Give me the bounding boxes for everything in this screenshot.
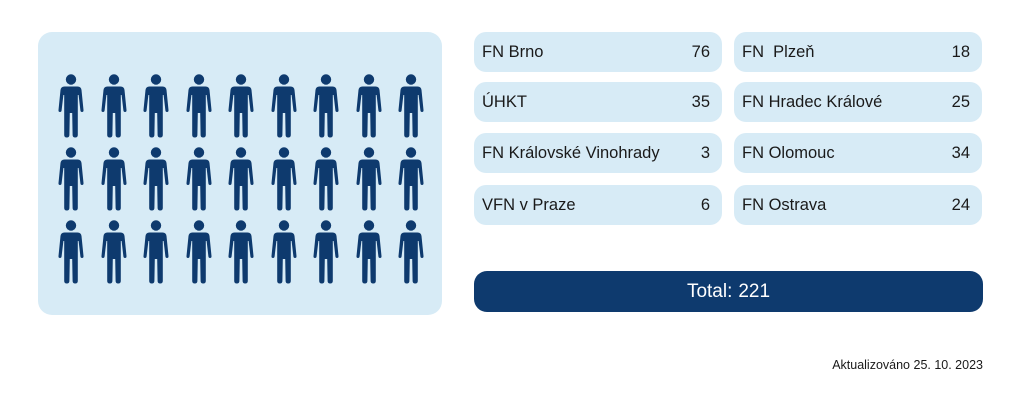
hospital-value: 6 bbox=[700, 195, 710, 214]
hospital-card-fn-plzen: FN Plzeň 18 bbox=[734, 32, 982, 72]
hospital-value: 18 bbox=[951, 42, 970, 61]
person-icon bbox=[396, 74, 426, 138]
total-value: 221 bbox=[738, 280, 771, 302]
hospital-value: 3 bbox=[700, 143, 710, 162]
person-icon bbox=[141, 147, 171, 211]
hospital-name: FN Hradec Králové bbox=[742, 92, 883, 111]
updated-date: Aktualizováno 25. 10. 2023 bbox=[832, 358, 983, 372]
person-icon bbox=[184, 147, 214, 211]
hospital-name: FN Královské Vinohrady bbox=[482, 143, 660, 162]
person-icon bbox=[354, 220, 384, 284]
hospital-card-uhkt: ÚHKT 35 bbox=[474, 82, 722, 122]
hospital-card-fn-brno: FN Brno 76 bbox=[474, 32, 722, 72]
total-bar: Total: 221 bbox=[474, 271, 983, 312]
person-icon bbox=[226, 74, 256, 138]
hospital-value: 35 bbox=[691, 92, 710, 111]
hospital-card-fn-hradec-kralove: FN Hradec Králové 25 bbox=[734, 82, 982, 122]
person-icon bbox=[354, 147, 384, 211]
person-icon bbox=[99, 220, 129, 284]
person-icon bbox=[269, 74, 299, 138]
hospital-name: FN Brno bbox=[482, 42, 544, 61]
person-icon bbox=[396, 220, 426, 284]
person-icon bbox=[311, 74, 341, 138]
hospital-value: 34 bbox=[951, 143, 970, 162]
person-icon bbox=[226, 147, 256, 211]
person-icon bbox=[311, 147, 341, 211]
person-icon bbox=[141, 220, 171, 284]
people-panel bbox=[38, 32, 442, 315]
hospital-card-fn-olomouc: FN Olomouc 34 bbox=[734, 133, 982, 173]
hospital-card-vfn-v-praze: VFN v Praze 6 bbox=[474, 185, 722, 225]
person-icon bbox=[184, 74, 214, 138]
total-label: Total: bbox=[686, 280, 733, 302]
person-icon bbox=[311, 220, 341, 284]
person-icon bbox=[269, 147, 299, 211]
person-icon bbox=[354, 74, 384, 138]
hospital-value: 24 bbox=[951, 195, 970, 214]
person-icon bbox=[226, 220, 256, 284]
hospital-name: FN Olomouc bbox=[742, 143, 835, 162]
hospital-name: FN Ostrava bbox=[742, 195, 827, 214]
person-icon bbox=[99, 74, 129, 138]
hospital-value: 76 bbox=[691, 42, 710, 61]
person-icon bbox=[99, 147, 129, 211]
person-icon bbox=[269, 220, 299, 284]
person-icon bbox=[56, 74, 86, 138]
person-icon bbox=[184, 220, 214, 284]
person-icon bbox=[56, 147, 86, 211]
hospital-name: VFN v Praze bbox=[482, 195, 576, 214]
person-icon bbox=[141, 74, 171, 138]
hospital-card-fn-kralovske-vinohrady: FN Královské Vinohrady 3 bbox=[474, 133, 722, 173]
hospital-value: 25 bbox=[951, 92, 970, 111]
hospital-card-fn-ostrava: FN Ostrava 24 bbox=[734, 185, 982, 225]
person-icon bbox=[396, 147, 426, 211]
hospital-name: FN Plzeň bbox=[742, 42, 815, 61]
person-icon-grid bbox=[50, 74, 430, 284]
hospital-name: ÚHKT bbox=[482, 92, 527, 111]
person-icon bbox=[56, 220, 86, 284]
